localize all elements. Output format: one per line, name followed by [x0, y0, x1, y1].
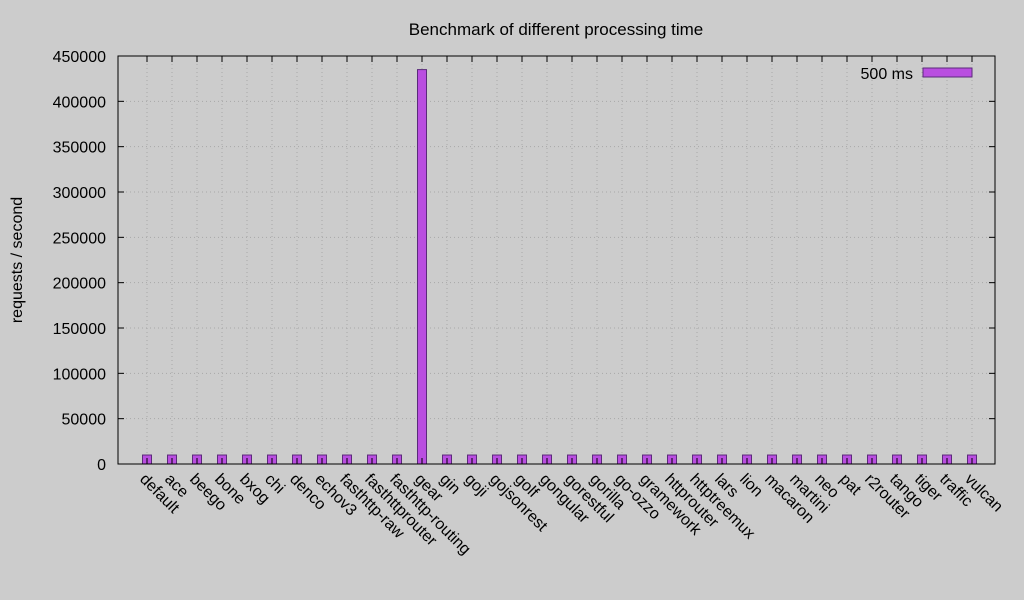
- y-tick-label: 350000: [53, 140, 106, 157]
- bar-gear: [417, 69, 427, 465]
- x-tick-label: pat: [836, 471, 864, 499]
- y-tick-label: 450000: [53, 49, 106, 66]
- y-tick-label: 200000: [53, 276, 106, 293]
- y-tick-label: 400000: [53, 94, 106, 111]
- x-tick-label: lion: [736, 471, 766, 501]
- legend-swatch: [922, 67, 973, 78]
- y-tick-label: 250000: [53, 230, 106, 247]
- x-tick-label: goji: [461, 471, 491, 501]
- y-tick-label: 100000: [53, 366, 106, 383]
- legend-label: 500 ms: [861, 66, 913, 83]
- y-tick-label: 150000: [53, 321, 106, 338]
- y-tick-label: 300000: [53, 185, 106, 202]
- chart-title: Benchmark of different processing time: [409, 20, 704, 39]
- y-tick-label: 0: [97, 457, 106, 474]
- x-axis-ticks: defaultacebeegobonebxogchidencoechov3fas…: [136, 56, 1006, 558]
- grid: [118, 56, 995, 464]
- y-axis-label: requests / second: [9, 197, 26, 323]
- legend: 500 ms: [861, 66, 973, 83]
- bars: [142, 69, 977, 465]
- y-tick-label: 50000: [62, 412, 107, 429]
- y-axis-ticks: 0 50000 100000 150000 200000 250000 300000 3500…: [53, 49, 995, 474]
- plot-frame: [117, 55, 996, 465]
